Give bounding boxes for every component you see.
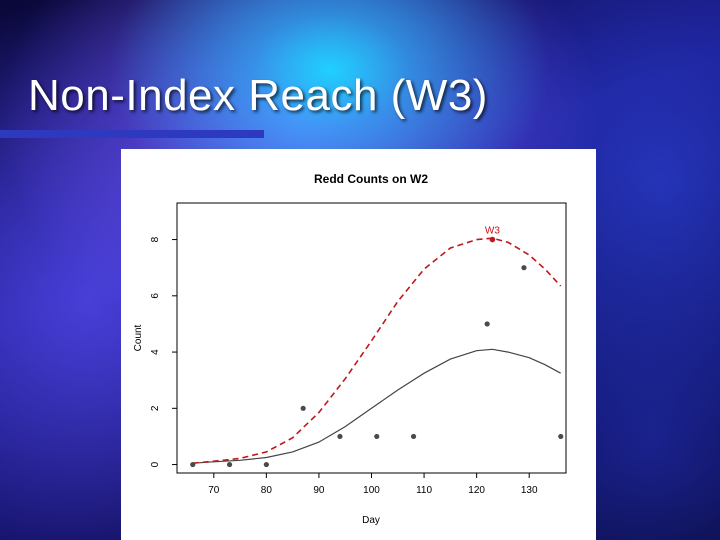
- redd-count-chart: Redd Counts on W2 70 80 90 100 110 120 130 0 2 4…: [133, 172, 567, 526]
- data-point: [263, 461, 269, 468]
- y-tick-label: 4: [150, 349, 161, 355]
- x-tick-label: 120: [468, 485, 485, 496]
- x-tick-label: 70: [208, 485, 220, 496]
- y-tick-label: 0: [150, 461, 161, 467]
- x-axis: 70 80 90 100 110 120 130: [208, 473, 538, 496]
- highlight-point: [489, 236, 496, 243]
- series-layer: [192, 237, 562, 464]
- x-tick-label: 110: [416, 485, 432, 496]
- data-point: [410, 433, 417, 440]
- x-tick-label: 90: [313, 485, 325, 496]
- data-point: [190, 461, 196, 468]
- fitted-curve-solid: [192, 348, 561, 464]
- y-tick-label: 8: [150, 236, 161, 242]
- data-point: [484, 321, 490, 327]
- y-tick-label: 6: [150, 293, 161, 299]
- x-tick-label: 100: [363, 485, 380, 496]
- x-axis-label: Day: [362, 515, 380, 526]
- chart-panel: Redd Counts on W2 70 80 90 100 110 120 130 0 2 4…: [121, 149, 596, 540]
- y-axis-label: Count: [133, 324, 144, 351]
- data-point: [558, 433, 564, 440]
- data-point: [337, 433, 343, 440]
- highlight-layer: W3: [485, 226, 500, 243]
- y-tick-label: 2: [150, 405, 161, 411]
- x-tick-label: 130: [521, 485, 538, 496]
- data-point: [226, 461, 233, 468]
- data-point: [374, 433, 380, 440]
- title-underline: [0, 130, 264, 138]
- data-point: [521, 265, 527, 271]
- fitted-curve-dashed: [192, 237, 562, 464]
- highlight-point-label: W3: [485, 226, 500, 237]
- y-axis: 0 2 4 6 8: [150, 236, 177, 467]
- chart-title: Redd Counts on W2: [314, 172, 428, 186]
- plot-area-box: [176, 202, 567, 474]
- points-layer: [190, 265, 564, 468]
- slide-title: Non-Index Reach (W3): [28, 71, 488, 120]
- data-point: [300, 405, 306, 411]
- x-tick-label: 80: [261, 485, 273, 496]
